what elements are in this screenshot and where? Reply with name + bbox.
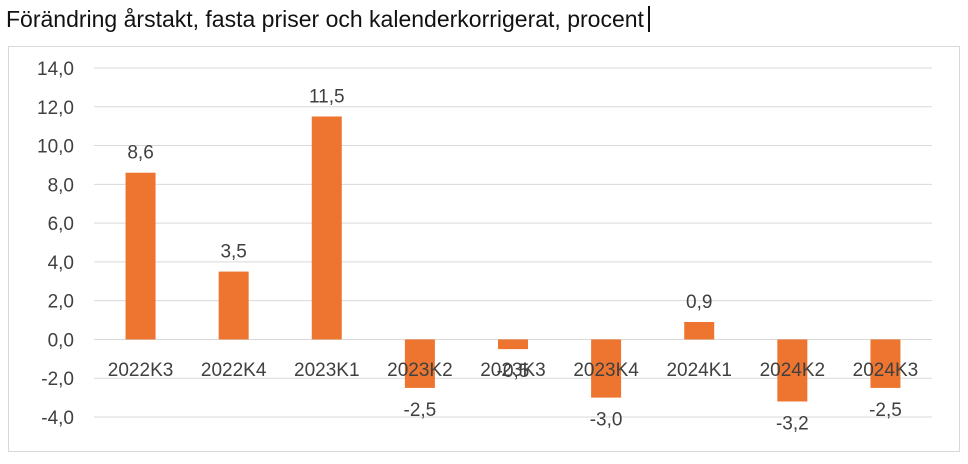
bar <box>591 339 622 398</box>
category-label: 2023K4 <box>573 360 639 381</box>
data-label: -3,2 <box>776 413 809 434</box>
y-tick-label: -2,0 <box>41 369 74 390</box>
category-label: 2023K1 <box>294 360 360 381</box>
y-tick-label: -4,0 <box>41 408 74 429</box>
y-tick-label: 2,0 <box>48 292 74 313</box>
chart-frame <box>8 46 960 452</box>
bar <box>125 172 156 340</box>
y-tick-label: 0,0 <box>48 330 74 351</box>
category-label: 2023K2 <box>387 360 453 381</box>
y-tick-label: 4,0 <box>48 253 74 274</box>
category-label: 2024K2 <box>760 360 826 381</box>
bar <box>870 339 901 388</box>
text-cursor <box>647 6 650 32</box>
category-label: 2024K3 <box>853 360 919 381</box>
gridlines <box>94 67 932 418</box>
bar <box>404 339 435 388</box>
y-tick-label: 10,0 <box>37 137 74 158</box>
bar <box>311 116 342 340</box>
category-label: 2022K4 <box>201 360 267 381</box>
data-label: -3,0 <box>590 410 623 431</box>
bars <box>125 116 901 402</box>
bar <box>684 321 715 340</box>
category-labels: 2022K3 2022K4 2023K1 2023K2 2023K3 2023K4 2024… <box>108 360 918 381</box>
data-label: 3,5 <box>220 242 246 263</box>
bar <box>218 271 249 340</box>
data-label: 11,5 <box>309 86 345 107</box>
bar <box>498 339 528 350</box>
data-label: 8,6 <box>127 143 153 164</box>
y-tick-label: 12,0 <box>37 98 74 119</box>
chart-title: Förändring årstakt, fasta priser och kal… <box>6 2 650 36</box>
data-labels: 8,6 3,5 11,5 -2,5 -0,5 -3,0 0,9 -3,2 -2,5 <box>127 86 901 434</box>
y-axis-tick-labels: -4,0 -2,0 0,0 2,0 4,0 6,0 8,0 10,0 12,0 14,0 <box>37 59 74 429</box>
y-tick-label: 8,0 <box>48 175 74 196</box>
bar <box>777 339 808 402</box>
data-label: 0,9 <box>686 292 712 313</box>
category-label: 2023K3 <box>480 360 546 381</box>
category-label: 2024K1 <box>666 360 732 381</box>
category-label: 2022K3 <box>108 360 174 381</box>
data-label: -0,5 <box>497 361 530 382</box>
y-tick-label: 6,0 <box>48 214 74 235</box>
y-tick-label: 14,0 <box>37 59 74 80</box>
data-label: -2,5 <box>869 400 902 421</box>
data-label: -2,5 <box>404 400 437 421</box>
